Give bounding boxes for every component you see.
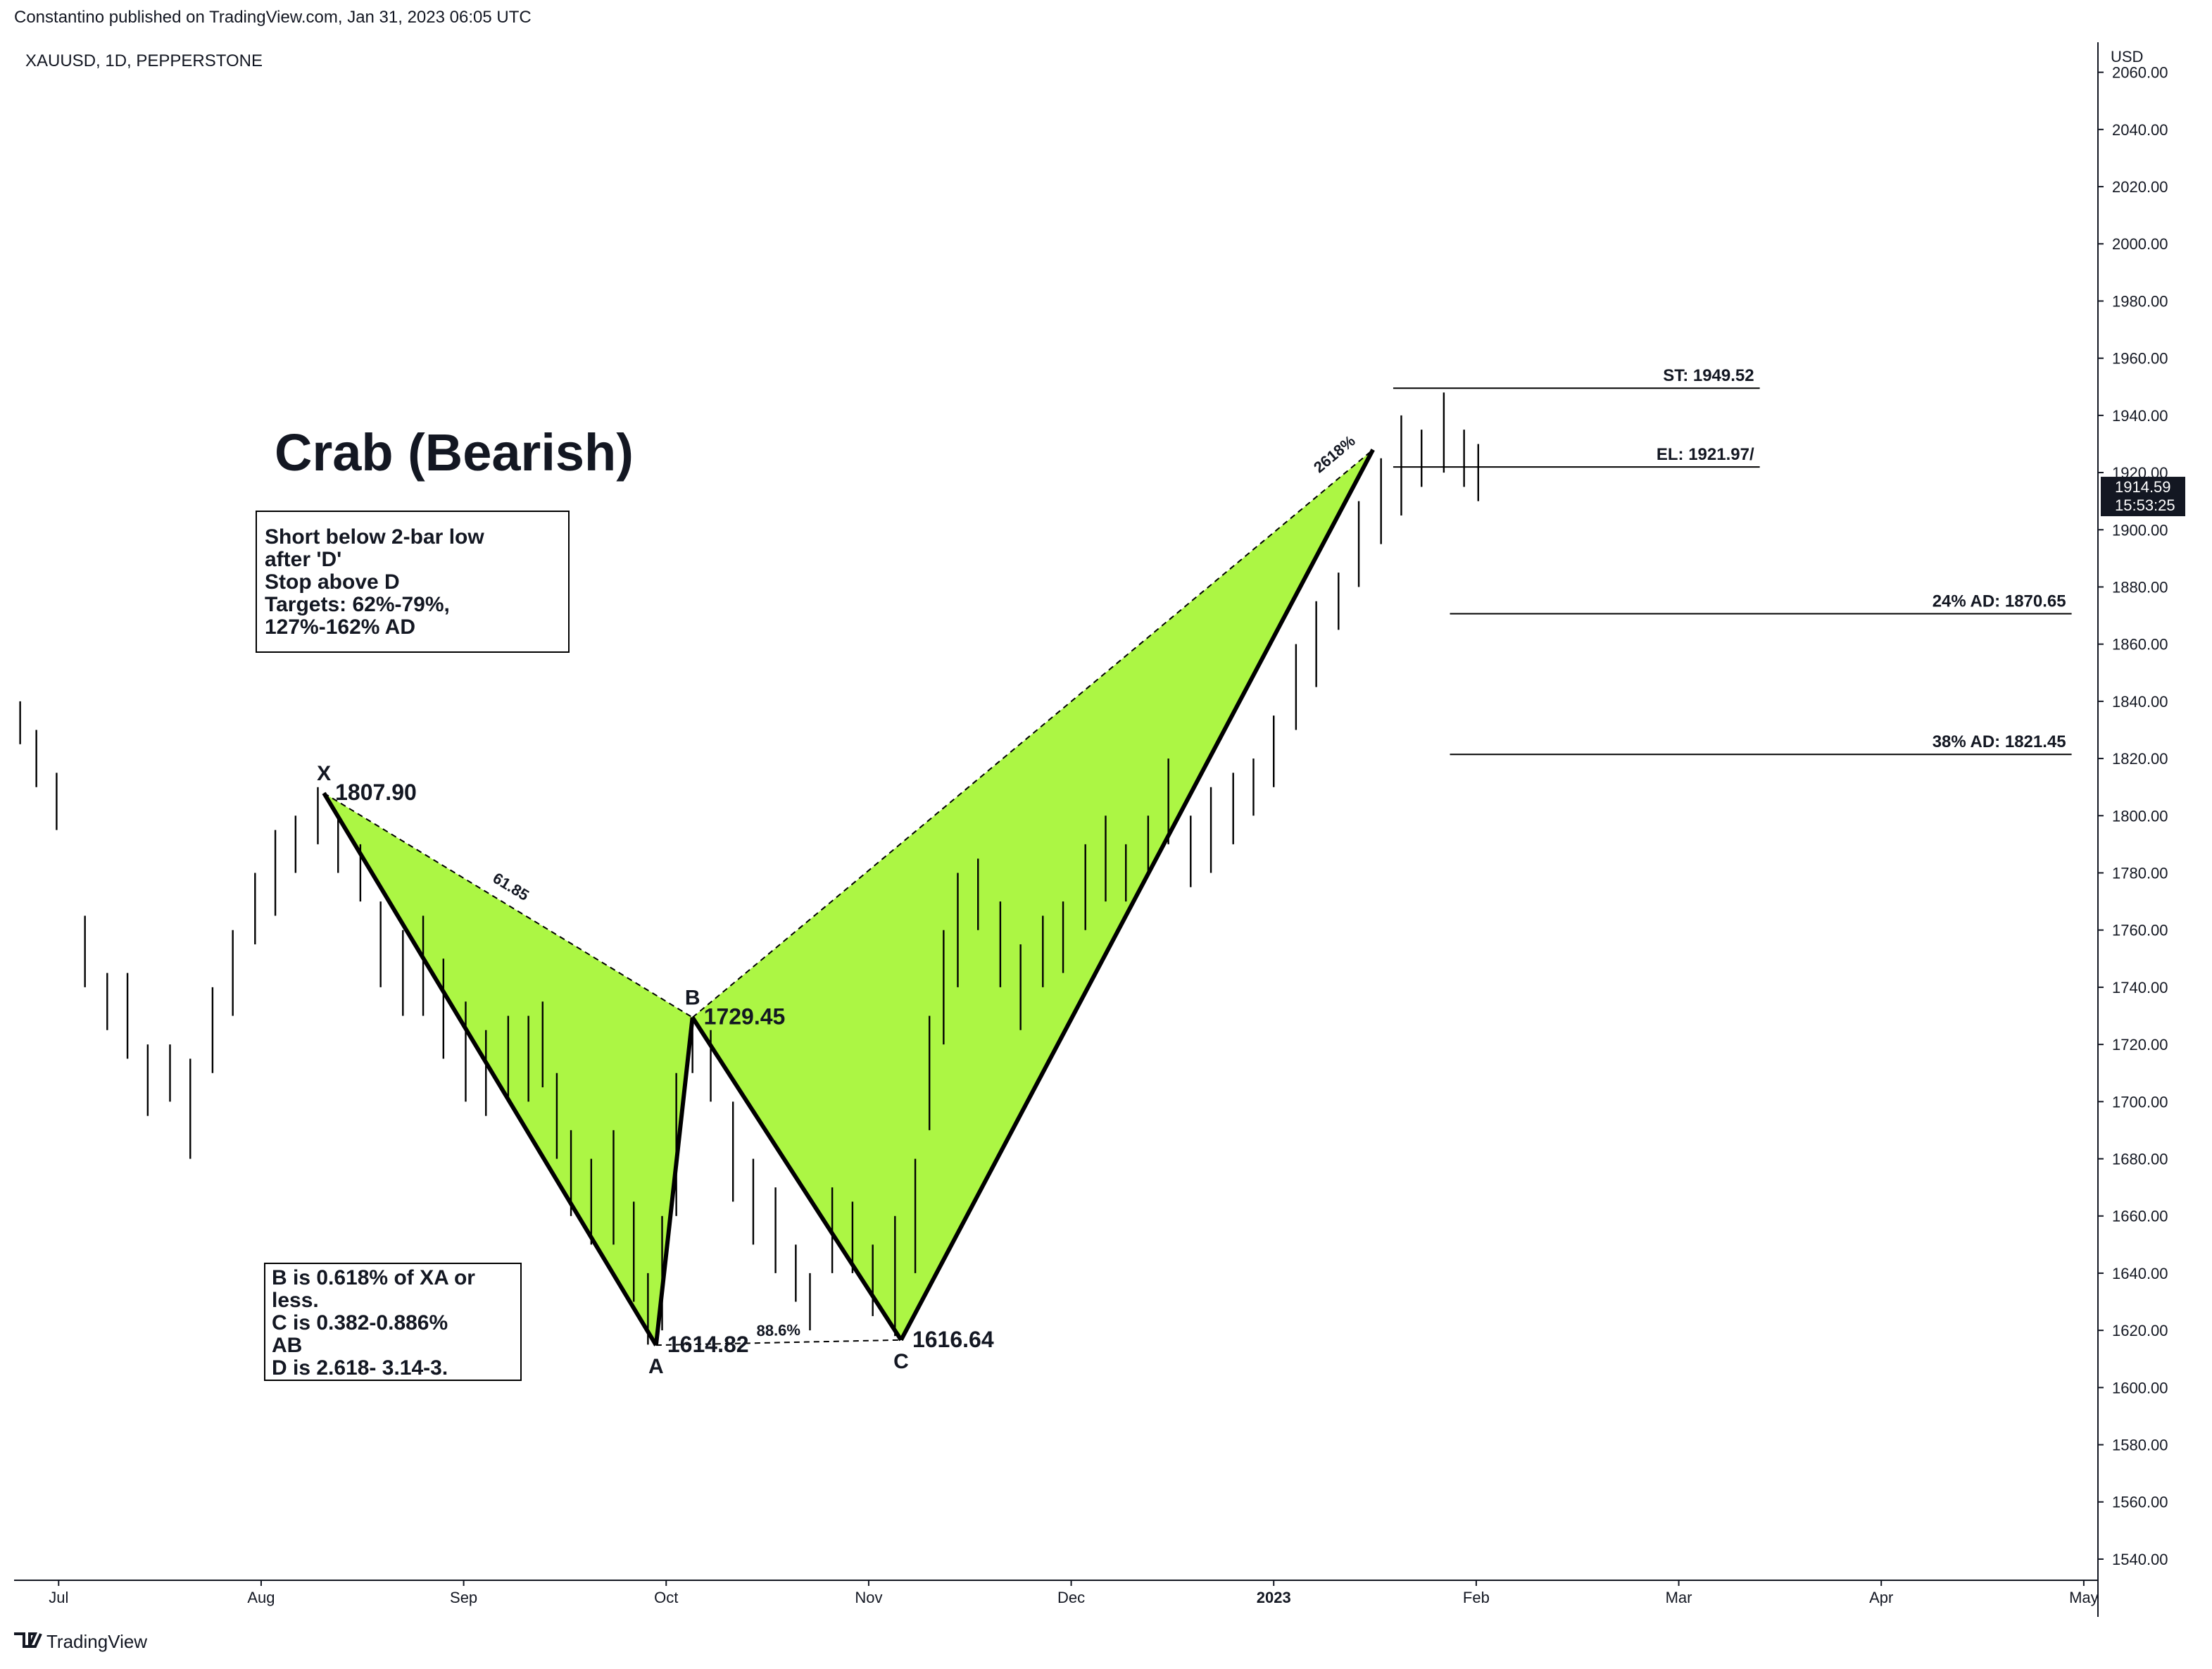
currency: USD bbox=[2111, 48, 2143, 65]
y-tick-label: 2060.00 bbox=[2112, 64, 2168, 82]
y-tick-label: 1960.00 bbox=[2112, 350, 2168, 368]
last-price-box bbox=[2101, 477, 2185, 517]
x-tick-label: Apr bbox=[1869, 1589, 1893, 1606]
chart-title: Crab (Bearish) bbox=[275, 423, 634, 482]
pattern-point-price: 1616.64 bbox=[912, 1327, 994, 1352]
y-tick-label: 1560.00 bbox=[2112, 1494, 2168, 1511]
x-tick-label: Nov bbox=[855, 1589, 882, 1606]
level-label: 24% AD: 1870.65 bbox=[1933, 592, 2066, 611]
x-tick-label: Jul bbox=[49, 1589, 68, 1606]
pattern-point-letter: B bbox=[685, 987, 700, 1010]
y-tick-label: 1540.00 bbox=[2112, 1551, 2168, 1568]
y-tick-label: 1800.00 bbox=[2112, 807, 2168, 825]
note-line: after 'D' bbox=[265, 548, 341, 571]
x-tick-label: Feb bbox=[1463, 1589, 1490, 1606]
x-tick-label: May bbox=[2069, 1589, 2099, 1606]
ratio-line bbox=[323, 792, 693, 1018]
y-tick-label: 1980.00 bbox=[2112, 292, 2168, 310]
note-box bbox=[256, 511, 570, 653]
y-tick-label: 1820.00 bbox=[2112, 750, 2168, 768]
y-tick-label: 2040.00 bbox=[2112, 121, 2168, 139]
y-tick-label: 2000.00 bbox=[2112, 235, 2168, 253]
last-price: 1914.59 bbox=[2115, 478, 2171, 496]
note-line: less. bbox=[272, 1289, 319, 1312]
note-line: D is 2.618- 3.14-3. bbox=[272, 1356, 448, 1380]
y-tick-label: 1880.00 bbox=[2112, 578, 2168, 596]
y-tick-label: 1680.00 bbox=[2112, 1151, 2168, 1168]
pattern-fill bbox=[692, 449, 1374, 1340]
last-price-time: 15:53:25 bbox=[2115, 496, 2175, 514]
pattern-point-price: 1729.45 bbox=[704, 1004, 786, 1030]
note-line: B is 0.618% of XA or bbox=[272, 1266, 475, 1289]
note-box bbox=[264, 1263, 522, 1381]
note-line: 127%-162% AD bbox=[265, 615, 415, 639]
level-label: 38% AD: 1821.45 bbox=[1933, 732, 2066, 751]
pattern-leg bbox=[322, 792, 658, 1346]
pattern-point-letter: X bbox=[317, 762, 331, 785]
symbol: XAUUSD, 1D, PEPPERSTONE bbox=[25, 51, 263, 70]
y-tick-label: 1740.00 bbox=[2112, 979, 2168, 996]
level-label: EL: 1921.97/ bbox=[1657, 445, 1754, 464]
x-tick-label: Mar bbox=[1666, 1589, 1692, 1606]
pattern-leg bbox=[653, 1017, 695, 1346]
note-line: AB bbox=[272, 1334, 302, 1357]
x-tick-label: Dec bbox=[1057, 1589, 1085, 1606]
y-tick-label: 1660.00 bbox=[2112, 1208, 2168, 1225]
footer: TradingView bbox=[46, 1631, 147, 1652]
publish-info: Constantino published on TradingView.com… bbox=[14, 8, 532, 27]
y-tick-label: 1860.00 bbox=[2112, 636, 2168, 654]
y-tick-label: 1900.00 bbox=[2112, 521, 2168, 539]
pattern-point-letter: C bbox=[893, 1350, 909, 1373]
y-tick-label: 1840.00 bbox=[2112, 693, 2168, 711]
pattern-leg bbox=[899, 449, 1375, 1342]
x-tick-label: Oct bbox=[654, 1589, 678, 1606]
y-tick-label: 1720.00 bbox=[2112, 1036, 2168, 1054]
note-line: Short below 2-bar low bbox=[265, 525, 484, 549]
logo bbox=[14, 1632, 42, 1648]
x-tick-label: Sep bbox=[450, 1589, 477, 1606]
pattern-leg bbox=[691, 1016, 903, 1342]
pattern-point-letter: A bbox=[648, 1355, 664, 1378]
x-tick-label: Aug bbox=[247, 1589, 275, 1606]
y-tick-label: 2020.00 bbox=[2112, 178, 2168, 196]
y-tick-label: 1620.00 bbox=[2112, 1322, 2168, 1339]
y-tick-label: 1600.00 bbox=[2112, 1379, 2168, 1396]
y-tick-label: 1700.00 bbox=[2112, 1093, 2168, 1111]
note-line: Stop above D bbox=[265, 570, 400, 594]
y-tick-label: 1760.00 bbox=[2112, 922, 2168, 939]
note-line: Targets: 62%-79%, bbox=[265, 593, 450, 616]
ratio-label: 88.6% bbox=[756, 1321, 800, 1339]
level-label: ST: 1949.52 bbox=[1663, 366, 1754, 385]
x-tick-label: 2023 bbox=[1257, 1589, 1291, 1606]
y-tick-label: 1640.00 bbox=[2112, 1265, 2168, 1282]
ratio-line bbox=[655, 1339, 901, 1346]
y-tick-label: 1940.00 bbox=[2112, 407, 2168, 425]
y-tick-label: 1580.00 bbox=[2112, 1437, 2168, 1454]
pattern-point-price: 1807.90 bbox=[335, 780, 417, 805]
y-tick-label: 1780.00 bbox=[2112, 864, 2168, 882]
pattern-point-price: 1614.82 bbox=[667, 1332, 749, 1357]
note-line: C is 0.382-0.886% bbox=[272, 1311, 448, 1334]
